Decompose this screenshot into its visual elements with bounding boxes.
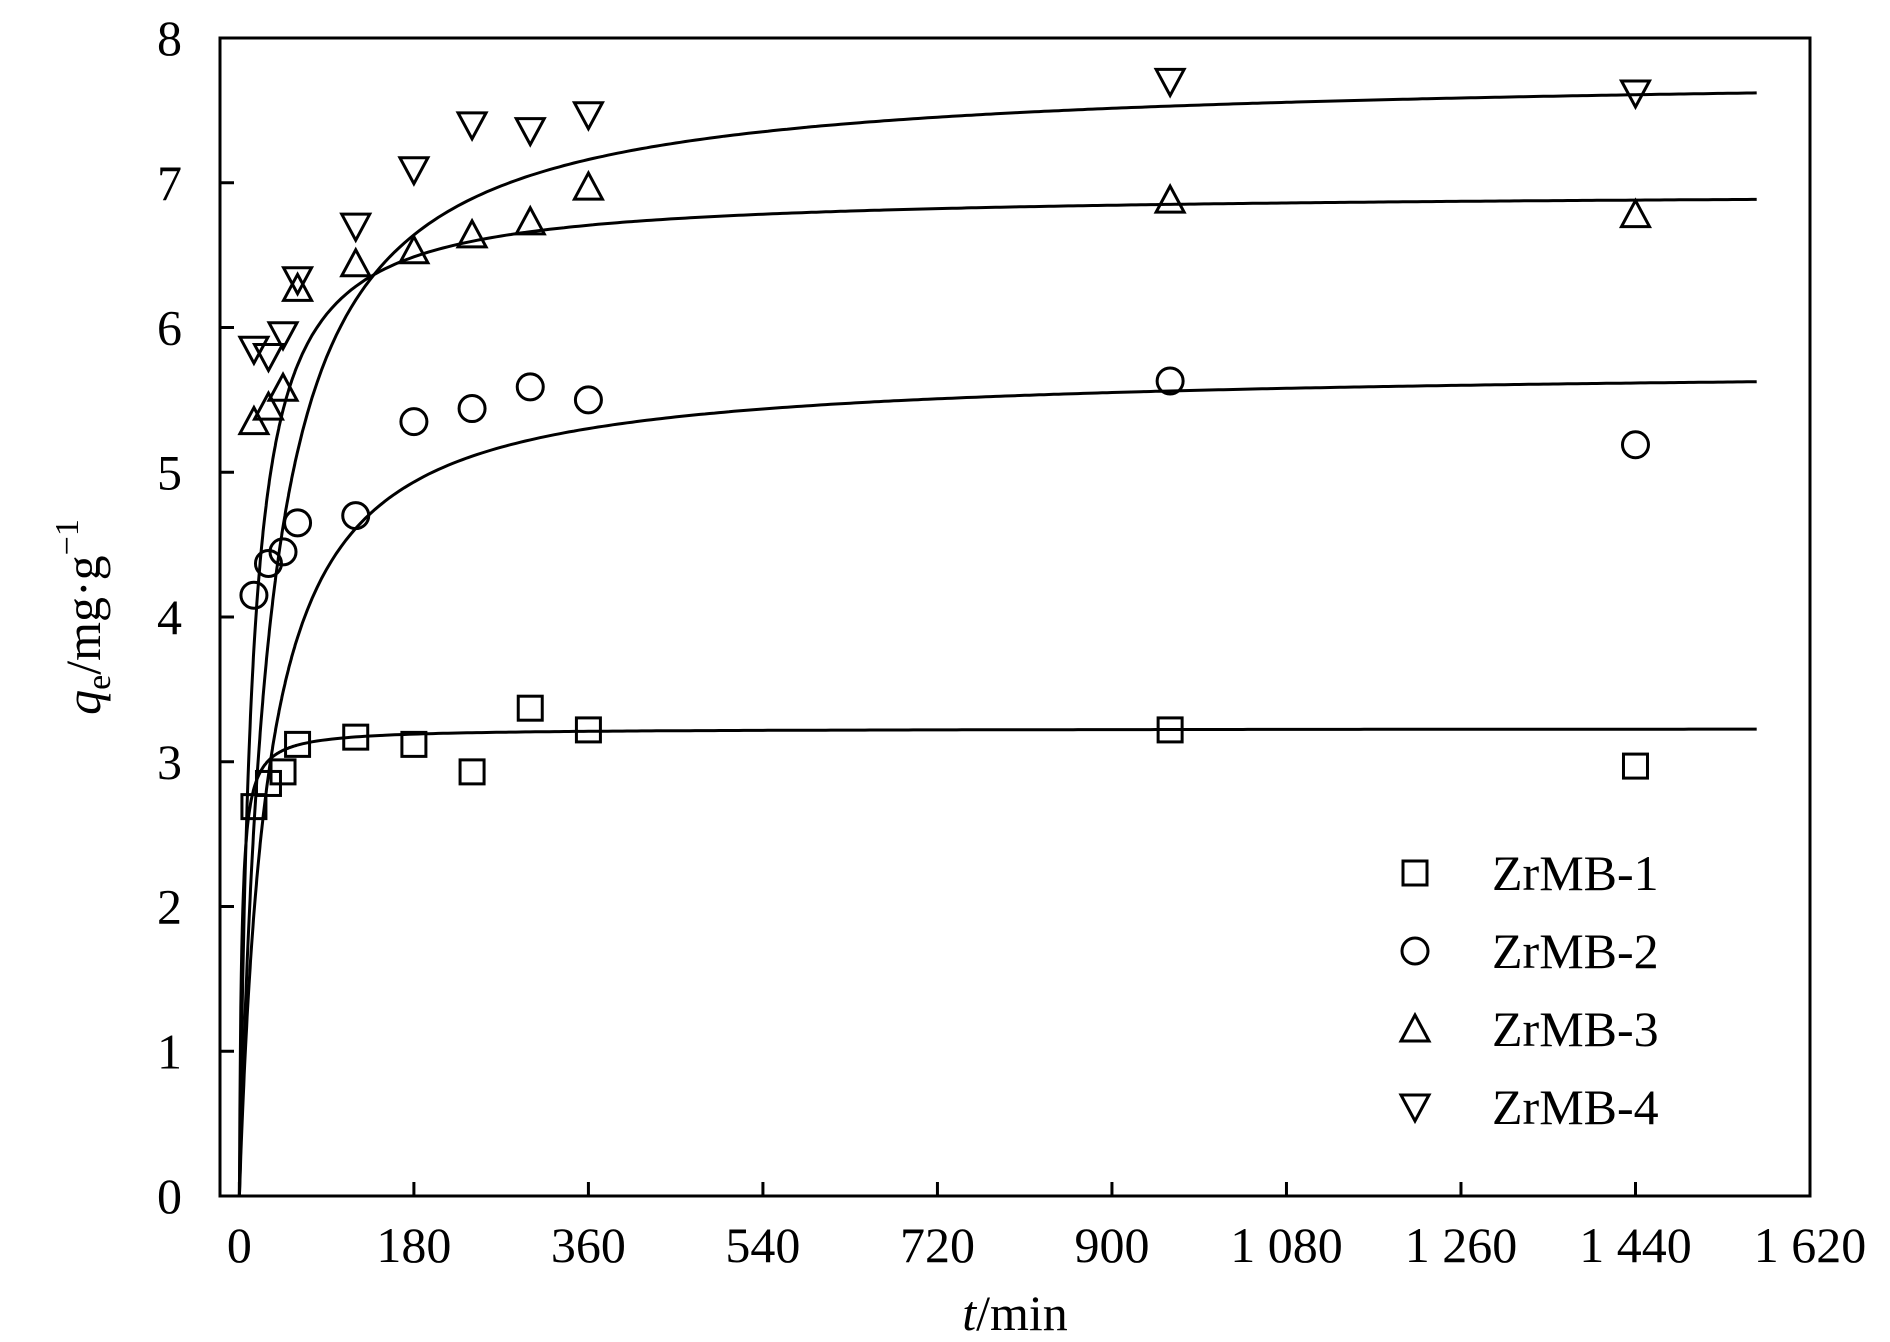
y-axis-unit: /mg·g — [55, 555, 111, 674]
data-point-zrmb-1-5 — [342, 723, 370, 751]
data-point-zrmb-3-3 — [266, 371, 300, 402]
legend-label-zrmb-3: ZrMB-3 — [1492, 1001, 1659, 1057]
y-tick-label-6: 6 — [157, 300, 182, 356]
data-point-zrmb-1-3 — [269, 758, 297, 786]
data-point-zrmb-3-8 — [513, 204, 547, 236]
data-point-zrmb-2-3 — [268, 537, 298, 567]
fit-curve-zrmb-3 — [237, 197, 1757, 1197]
data-point-zrmb-3-9 — [571, 169, 605, 201]
data-point-zrmb-3-2 — [251, 389, 285, 421]
y-tick-label-0: 0 — [157, 1168, 182, 1224]
x-tick-label-720: 720 — [900, 1217, 975, 1273]
data-point-zrmb-1-10 — [1156, 716, 1184, 744]
y-axis-sup: −1 — [49, 519, 86, 555]
y-tick-label-3: 3 — [157, 734, 182, 790]
data-point-zrmb-4-1 — [237, 335, 271, 367]
x-tick-label-900: 900 — [1074, 1217, 1149, 1273]
fit-curves — [237, 91, 1757, 1197]
legend-label-zrmb-1: ZrMB-1 — [1492, 845, 1659, 901]
legend-marker-zrmb-2 — [1400, 936, 1430, 966]
data-point-zrmb-4-9 — [571, 101, 605, 132]
series-zrmb-1 — [240, 694, 1649, 821]
y-tick-label-1: 1 — [157, 1023, 182, 1079]
data-point-zrmb-2-6 — [399, 407, 429, 437]
data-point-zrmb-4-3 — [266, 321, 300, 352]
x-axis-ticks: 0 180 360 540 720 900 1 080 1 260 1 440 1 620 — [227, 1182, 1866, 1273]
y-tick-label-5: 5 — [157, 444, 182, 500]
data-point-zrmb-4-2 — [251, 342, 285, 374]
data-point-zrmb-3-11 — [1618, 197, 1652, 229]
series-zrmb-2 — [239, 366, 1650, 610]
data-point-zrmb-1-1 — [240, 793, 268, 821]
series-zrmb-3 — [237, 169, 1652, 436]
data-point-zrmb-3-10 — [1153, 182, 1187, 214]
x-tick-label-1620: 1 620 — [1754, 1217, 1867, 1273]
y-tick-label-4: 4 — [157, 589, 182, 645]
legend-marker-zrmb-1 — [1401, 859, 1429, 887]
y-axis-var: q — [55, 690, 111, 715]
y-tick-label-7: 7 — [157, 155, 182, 211]
data-point-zrmb-4-8 — [513, 117, 547, 148]
y-tick-label-2: 2 — [157, 879, 182, 935]
data-point-zrmb-4-6 — [397, 156, 431, 187]
data-point-zrmb-1-6 — [400, 730, 428, 758]
series-zrmb-4 — [237, 67, 1652, 374]
data-point-zrmb-1-7 — [458, 758, 486, 786]
data-point-zrmb-2-1 — [239, 580, 269, 610]
x-tick-label-540: 540 — [725, 1217, 800, 1273]
legend-label-zrmb-2: ZrMB-2 — [1492, 923, 1659, 979]
x-tick-label-180: 180 — [376, 1217, 451, 1273]
data-point-zrmb-4-7 — [455, 111, 489, 143]
x-tick-label-1080: 1 080 — [1230, 1217, 1343, 1273]
x-tick-label-360: 360 — [551, 1217, 626, 1273]
data-markers — [237, 67, 1652, 821]
data-point-zrmb-2-10 — [1155, 366, 1185, 396]
legend-label-zrmb-4: ZrMB-4 — [1492, 1079, 1659, 1135]
y-tick-label-8: 8 — [157, 10, 182, 66]
data-point-zrmb-4-4 — [281, 266, 315, 297]
legend: ZrMB-1 ZrMB-2 ZrMB-3 ZrMB-4 — [1398, 845, 1659, 1135]
data-point-zrmb-3-6 — [397, 233, 431, 265]
x-axis-var: t — [962, 1285, 977, 1341]
fit-curve-zrmb-2 — [237, 380, 1757, 1197]
data-point-zrmb-3-4 — [281, 271, 315, 302]
x-axis-title: t/min — [962, 1285, 1068, 1341]
x-tick-label-1260: 1 260 — [1405, 1217, 1518, 1273]
data-point-zrmb-2-4 — [283, 508, 313, 538]
data-point-zrmb-2-9 — [573, 385, 603, 415]
data-point-zrmb-1-9 — [574, 716, 602, 744]
legend-marker-zrmb-3 — [1398, 1011, 1432, 1043]
x-tick-label-0: 0 — [227, 1217, 252, 1273]
y-axis-ticks: 0 1 2 3 4 5 6 7 8 — [157, 10, 234, 1224]
x-axis-unit: /min — [976, 1285, 1068, 1341]
data-point-zrmb-2-5 — [341, 501, 371, 531]
data-point-zrmb-2-11 — [1620, 430, 1650, 460]
data-point-zrmb-4-10 — [1153, 67, 1187, 99]
fit-curve-zrmb-4 — [237, 91, 1757, 1197]
data-point-zrmb-1-8 — [516, 694, 544, 722]
fit-curve-zrmb-1 — [237, 727, 1757, 1197]
data-point-zrmb-4-11 — [1618, 79, 1652, 111]
x-tick-label-1440: 1 440 — [1579, 1217, 1692, 1273]
legend-marker-zrmb-4 — [1398, 1093, 1432, 1125]
data-point-zrmb-2-7 — [457, 394, 487, 424]
y-axis-sub: e — [81, 675, 118, 690]
y-axis-title: qe/mg·g−1 — [49, 519, 118, 715]
data-point-zrmb-1-4 — [284, 730, 312, 758]
data-point-zrmb-4-5 — [339, 212, 373, 244]
data-point-zrmb-3-7 — [455, 217, 489, 249]
data-point-zrmb-3-5 — [339, 246, 373, 278]
data-point-zrmb-1-11 — [1621, 752, 1649, 780]
data-point-zrmb-2-8 — [515, 372, 545, 402]
